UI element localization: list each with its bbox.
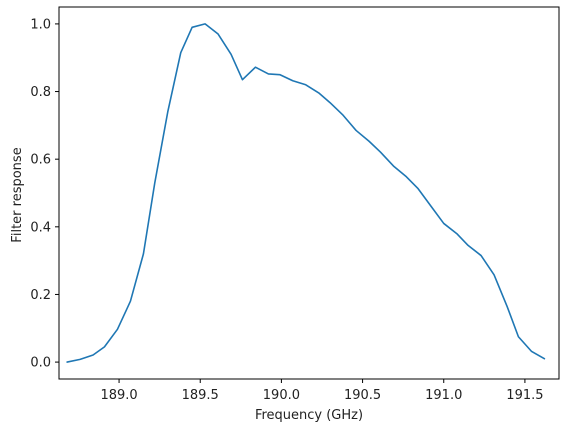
x-tick-label: 189.5: [182, 388, 219, 403]
y-tick-label: 1.0: [30, 17, 51, 32]
y-tick-label: 0.6: [30, 153, 51, 168]
x-axis-ticks: 189.0 189.5 190.0 190.5 191.0 191.5: [100, 379, 544, 403]
plot-area: [66, 23, 546, 363]
x-tick-label: 190.5: [344, 388, 381, 403]
series-line: [66, 23, 546, 363]
y-axis-ticks: 0.0 0.2 0.4 0.6 0.8 1.0: [30, 17, 59, 371]
y-tick-label: 0.2: [30, 288, 51, 303]
x-tick-label: 191.0: [425, 388, 462, 403]
y-axis-label: Filter response: [10, 147, 25, 242]
x-tick-label: 191.5: [506, 388, 543, 403]
x-tick-label: 190.0: [263, 388, 300, 403]
y-tick-label: 0.0: [30, 356, 51, 371]
plot-frame: [58, 6, 560, 380]
y-tick-label: 0.4: [30, 220, 51, 235]
y-tick-label: 0.8: [30, 85, 51, 100]
x-tick-label: 189.0: [100, 388, 137, 403]
x-axis-label: Frequency (GHz): [255, 408, 363, 423]
